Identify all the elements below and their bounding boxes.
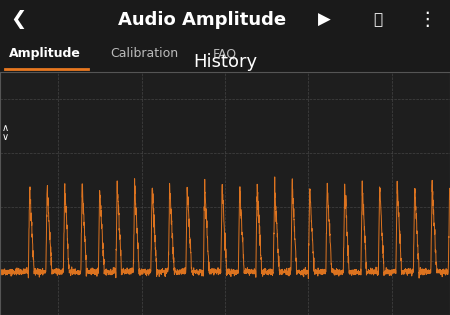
Text: ▶: ▶ [318, 11, 330, 29]
Text: Calibration: Calibration [110, 47, 178, 60]
Text: 🗑: 🗑 [374, 12, 382, 27]
Title: History: History [193, 53, 257, 71]
Text: Amplitude: Amplitude [9, 47, 81, 60]
Text: ❮: ❮ [10, 10, 26, 29]
Text: ⋮: ⋮ [418, 10, 437, 29]
Text: Audio Amplitude: Audio Amplitude [118, 11, 287, 29]
Text: ∧
∨: ∧ ∨ [2, 123, 9, 141]
Text: FAQ: FAQ [213, 47, 237, 60]
